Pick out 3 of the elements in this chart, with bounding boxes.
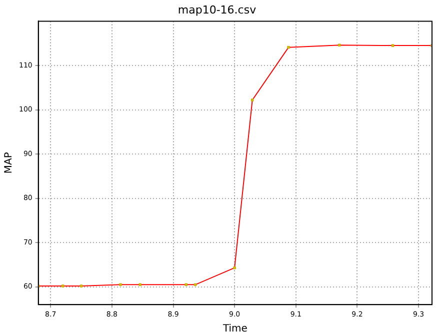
x-axis-title: Time xyxy=(222,324,248,335)
y-axis-title: MAP xyxy=(4,152,15,174)
chart-title: map10-16.csv xyxy=(178,3,257,16)
